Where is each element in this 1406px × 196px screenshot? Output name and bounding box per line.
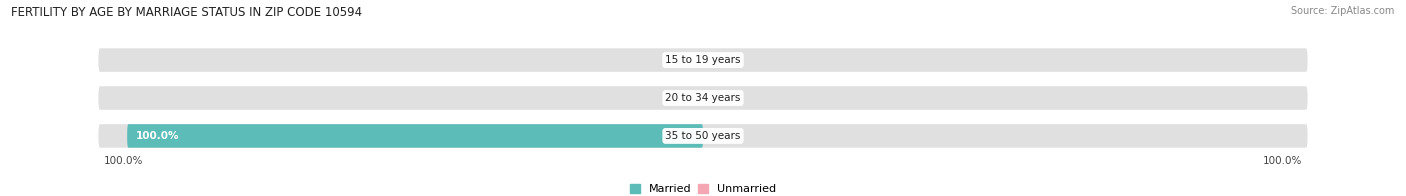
Text: 100.0%: 100.0% [136, 131, 180, 141]
FancyBboxPatch shape [98, 124, 1308, 148]
Text: 0.0%: 0.0% [665, 55, 692, 65]
Text: Source: ZipAtlas.com: Source: ZipAtlas.com [1291, 6, 1395, 16]
Text: 20 to 34 years: 20 to 34 years [665, 93, 741, 103]
FancyBboxPatch shape [98, 86, 1308, 110]
Text: 100.0%: 100.0% [104, 156, 143, 166]
Text: 0.0%: 0.0% [714, 55, 741, 65]
Text: 35 to 50 years: 35 to 50 years [665, 131, 741, 141]
Legend: Married, Unmarried: Married, Unmarried [630, 183, 776, 194]
FancyBboxPatch shape [127, 124, 703, 148]
Text: 100.0%: 100.0% [1263, 156, 1302, 166]
Text: 0.0%: 0.0% [665, 93, 692, 103]
Text: FERTILITY BY AGE BY MARRIAGE STATUS IN ZIP CODE 10594: FERTILITY BY AGE BY MARRIAGE STATUS IN Z… [11, 6, 363, 19]
Text: 0.0%: 0.0% [714, 131, 741, 141]
Text: 15 to 19 years: 15 to 19 years [665, 55, 741, 65]
Text: 0.0%: 0.0% [714, 93, 741, 103]
FancyBboxPatch shape [98, 48, 1308, 72]
